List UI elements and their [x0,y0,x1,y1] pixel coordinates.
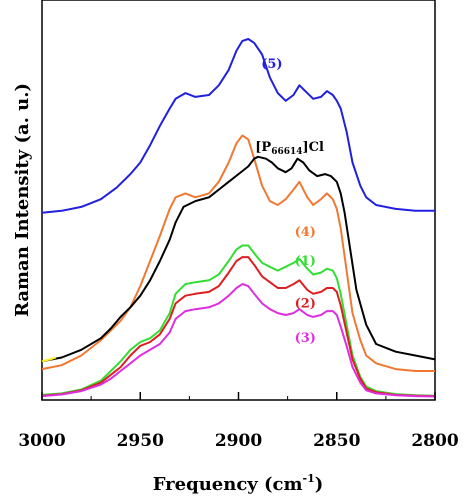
x-tick-label-2: 2900 [215,431,262,451]
series-label-4: (2) [295,296,316,311]
series-label-2: (4) [295,225,316,240]
series-line-3 [41,244,436,397]
x-tick-label-3: 2850 [313,431,360,451]
x-axis-title: Frequency (cm-1) [153,472,324,495]
x-tick-label-4: 2800 [411,431,458,451]
x-axis-ticks: 3000 2950 2900 2850 2800 [18,392,459,451]
series-line-6 [41,356,57,363]
series-line-2 [41,155,436,363]
x-tick-label-1: 2950 [117,431,164,451]
series-line-4 [41,256,436,398]
series-line-0 [41,38,435,214]
series-label-5: (3) [295,331,316,346]
series-labels: (5) [P66614]Cl (4) (1) (2) (3) [255,57,324,346]
series-label-0: (5) [261,57,282,72]
spectra-curves [41,38,436,398]
y-axis-title: Raman Intensity (a. u.) [12,83,33,317]
x-tick-label-0: 3000 [18,431,65,451]
series-line-5 [41,283,436,398]
series-line-1 [41,134,435,372]
series-label-3: (1) [295,254,316,269]
series-label-1: [P66614]Cl [255,140,324,157]
